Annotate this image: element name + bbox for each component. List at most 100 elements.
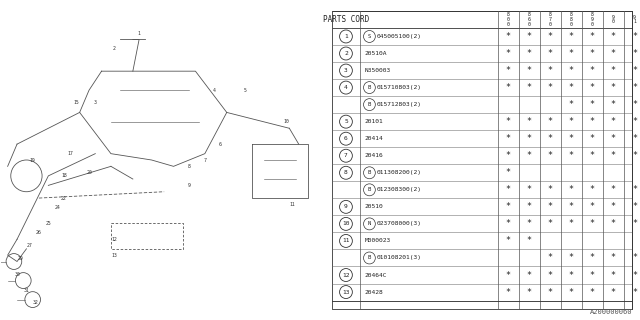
Text: 8
0
0: 8 0 0	[507, 12, 509, 27]
Text: N: N	[368, 221, 371, 226]
Text: 011308200(2): 011308200(2)	[377, 170, 422, 175]
Text: *: *	[527, 288, 532, 297]
Text: *: *	[527, 220, 532, 228]
Text: *: *	[611, 66, 616, 75]
Text: *: *	[548, 288, 553, 297]
Text: *: *	[527, 66, 532, 75]
Text: A200000060: A200000060	[590, 309, 632, 316]
Text: *: *	[506, 32, 511, 41]
Text: *: *	[506, 185, 511, 194]
Text: *: *	[569, 32, 574, 41]
Text: 7: 7	[344, 153, 348, 158]
Text: *: *	[569, 83, 574, 92]
Text: *: *	[527, 236, 532, 245]
Text: 012308300(2): 012308300(2)	[377, 187, 422, 192]
Text: *: *	[632, 288, 637, 297]
Text: *: *	[590, 185, 595, 194]
Text: *: *	[506, 236, 511, 245]
Text: *: *	[548, 83, 553, 92]
Text: 29: 29	[17, 256, 23, 261]
Text: *: *	[611, 220, 616, 228]
Text: B: B	[368, 170, 371, 175]
Text: *: *	[548, 202, 553, 211]
Text: *: *	[590, 32, 595, 41]
Text: *: *	[569, 253, 574, 262]
Text: 023708000(3): 023708000(3)	[377, 221, 422, 226]
Text: 18: 18	[61, 173, 67, 178]
Text: *: *	[590, 270, 595, 279]
Text: *: *	[506, 288, 511, 297]
Text: *: *	[506, 49, 511, 58]
Text: 12: 12	[111, 237, 117, 242]
Text: 13: 13	[111, 253, 117, 258]
Text: *: *	[527, 49, 532, 58]
Text: 25: 25	[45, 221, 51, 226]
Text: N350003: N350003	[365, 68, 391, 73]
Text: *: *	[506, 220, 511, 228]
Text: *: *	[548, 253, 553, 262]
Text: *: *	[569, 100, 574, 109]
Text: 20510: 20510	[365, 204, 383, 209]
Text: 11: 11	[289, 202, 295, 207]
Text: 15: 15	[74, 100, 79, 105]
Text: 5: 5	[244, 88, 247, 93]
Text: 8
6
0: 8 6 0	[528, 12, 531, 27]
Text: *: *	[506, 270, 511, 279]
Text: 30: 30	[14, 272, 20, 277]
Text: 3: 3	[94, 100, 97, 105]
Text: *: *	[632, 100, 637, 109]
Text: *: *	[506, 168, 511, 177]
Text: 12: 12	[342, 273, 349, 277]
Text: *: *	[632, 66, 637, 75]
Text: 8
7
0: 8 7 0	[549, 12, 552, 27]
Text: 20101: 20101	[365, 119, 383, 124]
Text: 20414: 20414	[365, 136, 383, 141]
Text: *: *	[569, 134, 574, 143]
Text: *: *	[548, 32, 553, 41]
Text: *: *	[632, 49, 637, 58]
Text: *: *	[548, 134, 553, 143]
Text: *: *	[611, 117, 616, 126]
Text: *: *	[632, 32, 637, 41]
Text: 9
0: 9 0	[612, 15, 615, 24]
Text: *: *	[632, 253, 637, 262]
Text: *: *	[611, 134, 616, 143]
FancyBboxPatch shape	[332, 11, 632, 309]
Text: 9
1: 9 1	[633, 15, 636, 24]
Text: *: *	[569, 117, 574, 126]
Text: *: *	[611, 83, 616, 92]
Text: *: *	[569, 66, 574, 75]
Text: *: *	[569, 288, 574, 297]
Text: *: *	[548, 270, 553, 279]
Text: *: *	[527, 185, 532, 194]
Text: *: *	[590, 253, 595, 262]
Text: *: *	[506, 151, 511, 160]
Text: 3: 3	[344, 68, 348, 73]
Text: *: *	[632, 270, 637, 279]
Text: *: *	[548, 117, 553, 126]
Text: 8
9
0: 8 9 0	[591, 12, 594, 27]
Text: *: *	[611, 288, 616, 297]
Text: *: *	[611, 185, 616, 194]
Text: 24: 24	[55, 205, 61, 210]
Text: *: *	[548, 49, 553, 58]
Text: *: *	[548, 185, 553, 194]
Text: 20428: 20428	[365, 290, 383, 294]
Text: PARTS CORD: PARTS CORD	[323, 15, 369, 24]
Text: B: B	[368, 255, 371, 260]
Text: 10: 10	[342, 221, 349, 226]
Text: 4: 4	[344, 85, 348, 90]
Text: *: *	[506, 202, 511, 211]
Text: *: *	[611, 270, 616, 279]
Text: *: *	[632, 83, 637, 92]
Text: *: *	[611, 49, 616, 58]
Text: 31: 31	[24, 288, 29, 292]
Text: *: *	[527, 134, 532, 143]
Text: *: *	[569, 220, 574, 228]
Text: 1: 1	[344, 34, 348, 39]
Text: *: *	[632, 117, 637, 126]
Text: 7: 7	[204, 157, 206, 163]
Text: *: *	[632, 220, 637, 228]
Text: 8: 8	[344, 170, 348, 175]
Text: B: B	[368, 102, 371, 107]
